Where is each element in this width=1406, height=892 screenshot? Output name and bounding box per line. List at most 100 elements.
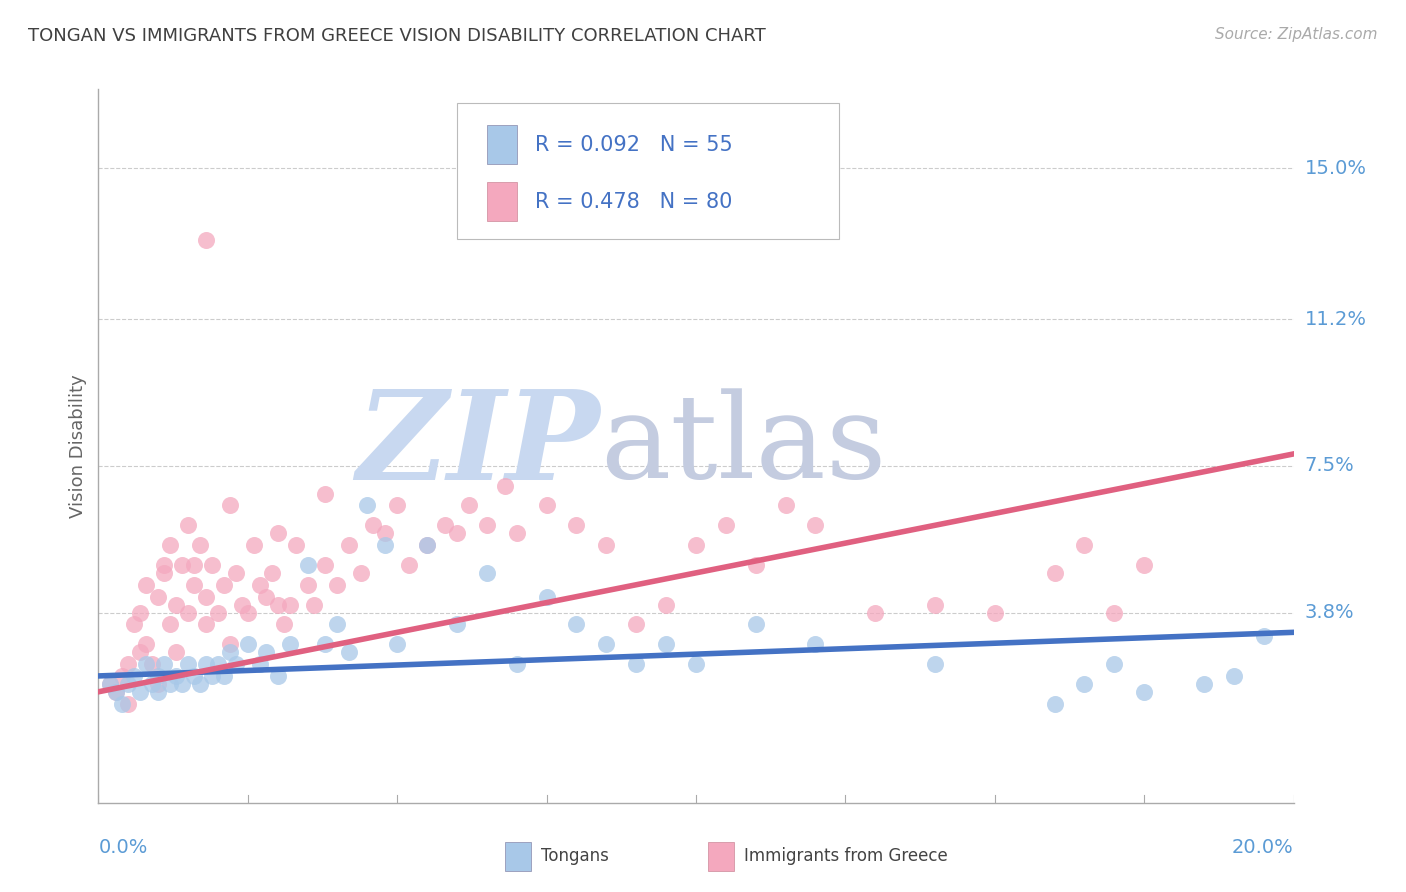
Point xyxy=(1073,538,1095,552)
Point xyxy=(350,566,373,580)
Point xyxy=(595,637,617,651)
Point xyxy=(260,566,283,580)
Point xyxy=(98,677,122,691)
Point xyxy=(225,566,247,580)
Point xyxy=(924,598,946,612)
Point xyxy=(135,657,157,671)
Point xyxy=(267,669,290,683)
Point xyxy=(745,617,768,632)
Point xyxy=(506,657,529,671)
Point xyxy=(446,526,468,541)
Point xyxy=(374,538,396,552)
Point xyxy=(129,606,152,620)
Point xyxy=(315,558,337,572)
Bar xyxy=(709,842,734,871)
Point xyxy=(194,657,218,671)
Text: R = 0.092   N = 55: R = 0.092 N = 55 xyxy=(534,135,733,155)
Point xyxy=(363,518,385,533)
Point xyxy=(236,606,259,620)
Point xyxy=(254,645,277,659)
Text: atlas: atlas xyxy=(600,389,887,503)
Point xyxy=(267,526,290,541)
FancyBboxPatch shape xyxy=(457,103,839,239)
Point xyxy=(148,590,170,604)
Point xyxy=(655,637,678,651)
Point xyxy=(243,538,266,552)
Point xyxy=(129,685,152,699)
Point xyxy=(141,657,163,671)
Point xyxy=(124,617,146,632)
Point xyxy=(219,645,242,659)
Point xyxy=(194,233,218,247)
Bar xyxy=(486,182,517,221)
Point xyxy=(159,677,181,691)
Text: 15.0%: 15.0% xyxy=(1305,159,1367,178)
Point xyxy=(153,657,176,671)
Point xyxy=(183,558,205,572)
Point xyxy=(148,669,170,683)
Point xyxy=(315,486,337,500)
Point xyxy=(201,558,224,572)
Point xyxy=(1253,629,1275,643)
Point xyxy=(434,518,457,533)
Point xyxy=(225,657,247,671)
Point xyxy=(1073,677,1095,691)
Point xyxy=(494,478,516,492)
Point xyxy=(297,558,319,572)
Point xyxy=(278,637,301,651)
Point xyxy=(207,657,229,671)
Point xyxy=(1133,685,1156,699)
Point xyxy=(207,606,229,620)
Point xyxy=(124,669,146,683)
Point xyxy=(536,499,558,513)
Point xyxy=(714,518,737,533)
Point xyxy=(135,578,157,592)
Point xyxy=(177,657,200,671)
Point xyxy=(536,590,558,604)
Point xyxy=(153,558,176,572)
Point xyxy=(1192,677,1215,691)
Point xyxy=(98,677,122,691)
Point xyxy=(159,617,181,632)
Point xyxy=(565,617,588,632)
Point xyxy=(194,590,218,604)
Point xyxy=(924,657,946,671)
Point xyxy=(458,499,481,513)
Point xyxy=(254,590,277,604)
Point xyxy=(278,598,301,612)
Point xyxy=(183,669,205,683)
Point xyxy=(188,538,211,552)
Text: Source: ZipAtlas.com: Source: ZipAtlas.com xyxy=(1215,27,1378,42)
Point xyxy=(117,657,139,671)
Point xyxy=(1043,566,1066,580)
Point xyxy=(236,637,259,651)
Point xyxy=(1104,606,1126,620)
Point xyxy=(249,657,271,671)
Point xyxy=(177,518,200,533)
Point xyxy=(111,669,134,683)
Point xyxy=(117,697,139,711)
Point xyxy=(565,518,588,533)
Text: 0.0%: 0.0% xyxy=(98,838,148,856)
Point xyxy=(1133,558,1156,572)
Point xyxy=(165,598,187,612)
Point xyxy=(111,697,134,711)
Point xyxy=(1043,697,1066,711)
Point xyxy=(385,637,409,651)
Point xyxy=(745,558,768,572)
Text: 11.2%: 11.2% xyxy=(1305,310,1367,328)
Text: Immigrants from Greece: Immigrants from Greece xyxy=(744,847,948,865)
Point xyxy=(177,606,200,620)
Text: 20.0%: 20.0% xyxy=(1232,838,1294,856)
Point xyxy=(129,645,152,659)
Point xyxy=(249,578,271,592)
Point xyxy=(172,558,194,572)
Point xyxy=(416,538,439,552)
Point xyxy=(339,645,360,659)
Y-axis label: Vision Disability: Vision Disability xyxy=(69,374,87,518)
Text: TONGAN VS IMMIGRANTS FROM GREECE VISION DISABILITY CORRELATION CHART: TONGAN VS IMMIGRANTS FROM GREECE VISION … xyxy=(28,27,766,45)
Point xyxy=(385,499,409,513)
Point xyxy=(105,685,128,699)
Point xyxy=(655,598,678,612)
Point xyxy=(475,566,498,580)
